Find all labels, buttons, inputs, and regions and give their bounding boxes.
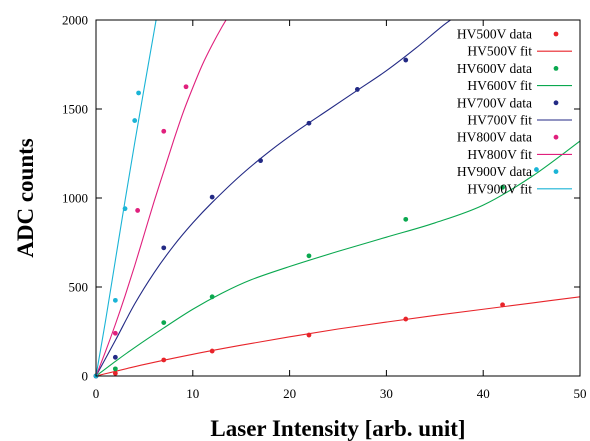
legend-marker-hv900v-data xyxy=(553,169,559,175)
data-point-hv900v xyxy=(132,118,138,123)
legend: HV500V data HV500V fit HV600V data HV600V f… xyxy=(457,27,572,196)
legend-marker-hv500v-data xyxy=(553,31,559,37)
legend-label-hv700v-data: HV700V data xyxy=(457,95,532,110)
data-point-hv500v xyxy=(306,332,312,338)
data-point-hv600v xyxy=(161,320,167,325)
x-tick-label: 20 xyxy=(283,386,296,401)
x-axis: 0 10 20 30 40 50 xyxy=(93,20,587,401)
data-point-hv700v xyxy=(354,87,360,92)
legend-marker-hv700v-data xyxy=(553,100,559,106)
data-point-hv800v xyxy=(183,84,189,90)
data-point-hv800v xyxy=(135,208,141,213)
legend-label-hv600v-fit: HV600V fit xyxy=(467,78,532,93)
legend-label-hv700v-fit: HV700V fit xyxy=(467,113,532,128)
y-tick-label: 2000 xyxy=(62,13,88,28)
fit-line-hv500v xyxy=(96,296,580,376)
fit-lines xyxy=(96,20,580,376)
data-point-hv600v xyxy=(209,294,215,300)
y-tick-label: 500 xyxy=(69,280,89,295)
legend-label-hv800v-fit: HV800V fit xyxy=(467,147,532,162)
data-point-hv500v xyxy=(161,357,167,363)
data-point-hv900v xyxy=(112,297,118,303)
x-axis-title: Laser Intensity [arb. unit] xyxy=(210,416,465,441)
fit-line-hv700v xyxy=(96,20,452,376)
fit-line-hv900v xyxy=(96,20,157,376)
fit-line-hv800v xyxy=(96,20,227,376)
data-point-hv700v xyxy=(209,194,215,200)
x-tick-label: 10 xyxy=(186,386,199,401)
data-point-hv500v xyxy=(403,316,409,322)
data-point-hv700v xyxy=(161,245,167,251)
legend-label-hv500v-fit: HV500V fit xyxy=(467,44,532,59)
data-point-hv600v xyxy=(112,366,118,372)
data-point-hv900v xyxy=(122,206,128,212)
data-point-hv500v xyxy=(112,370,118,376)
legend-label-hv900v-fit: HV900V fit xyxy=(467,181,532,196)
legend-label-hv600v-data: HV600V data xyxy=(457,61,532,76)
y-axis: 0 500 1000 1500 2000 xyxy=(62,13,580,384)
legend-marker-hv800v-data xyxy=(553,134,559,140)
legend-label-hv900v-data: HV900V data xyxy=(457,164,532,179)
x-tick-label: 0 xyxy=(93,386,100,401)
x-tick-label: 50 xyxy=(574,386,587,401)
data-point-hv700v xyxy=(112,354,118,360)
x-tick-label: 30 xyxy=(380,386,393,401)
data-point-hv700v xyxy=(306,120,312,126)
data-point-hv700v xyxy=(403,57,409,63)
data-point-hv900v xyxy=(534,167,539,172)
data-point-hv500v xyxy=(500,302,505,308)
data-point-hv600v xyxy=(306,253,312,259)
x-tick-label: 40 xyxy=(477,386,490,401)
data-point-hv600v xyxy=(500,184,505,190)
data-point-hv500v xyxy=(209,348,215,354)
legend-marker-hv600v-data xyxy=(553,66,559,71)
y-tick-label: 1500 xyxy=(62,102,88,117)
data-point-hv900v xyxy=(136,90,141,96)
data-point-hv800v xyxy=(161,128,167,134)
data-point-hv600v xyxy=(403,216,409,222)
data-point-hv700v xyxy=(258,158,263,164)
legend-label-hv500v-data: HV500V data xyxy=(457,27,532,42)
legend-label-hv800v-data: HV800V data xyxy=(457,130,532,145)
y-tick-label: 1000 xyxy=(62,191,88,206)
fit-line-hv600v xyxy=(96,140,580,376)
data-point-hv800v xyxy=(112,330,118,336)
y-axis-title: ADC counts xyxy=(13,138,38,258)
y-tick-label: 0 xyxy=(82,369,89,384)
